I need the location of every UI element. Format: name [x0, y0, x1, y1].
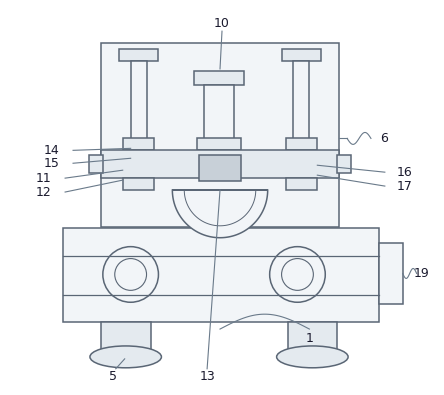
Bar — [281, 49, 321, 61]
Text: 1: 1 — [305, 333, 313, 346]
Bar — [293, 61, 309, 140]
Bar — [131, 61, 147, 140]
Ellipse shape — [277, 346, 348, 368]
Ellipse shape — [90, 346, 162, 368]
Text: 14: 14 — [44, 144, 59, 157]
Text: 16: 16 — [397, 166, 412, 179]
Circle shape — [103, 246, 159, 302]
Bar — [379, 243, 403, 304]
Bar — [204, 85, 234, 140]
Circle shape — [270, 246, 325, 302]
Text: 13: 13 — [199, 370, 215, 383]
Bar — [123, 138, 155, 150]
Text: 19: 19 — [414, 267, 429, 280]
Bar — [337, 155, 351, 173]
Bar — [63, 228, 379, 322]
Text: 6: 6 — [380, 132, 388, 145]
Bar — [101, 150, 339, 178]
Bar — [89, 155, 103, 173]
Text: 15: 15 — [43, 157, 59, 170]
Text: 17: 17 — [397, 180, 412, 193]
Text: 11: 11 — [36, 172, 51, 184]
Bar — [119, 49, 159, 61]
Bar — [101, 322, 151, 350]
Bar — [285, 178, 317, 190]
Polygon shape — [172, 190, 268, 238]
Bar — [197, 138, 241, 150]
Text: 5: 5 — [109, 370, 117, 383]
Text: 12: 12 — [36, 186, 51, 199]
Bar — [101, 43, 339, 227]
Text: 10: 10 — [214, 17, 230, 30]
Bar — [285, 138, 317, 150]
Bar — [194, 71, 244, 85]
Bar — [199, 155, 241, 181]
Bar — [288, 322, 337, 350]
Bar — [123, 178, 155, 190]
